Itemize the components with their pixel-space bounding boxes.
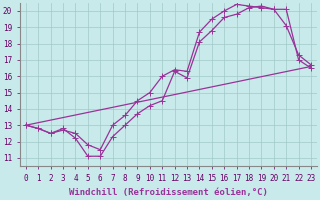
X-axis label: Windchill (Refroidissement éolien,°C): Windchill (Refroidissement éolien,°C) [69,188,268,197]
